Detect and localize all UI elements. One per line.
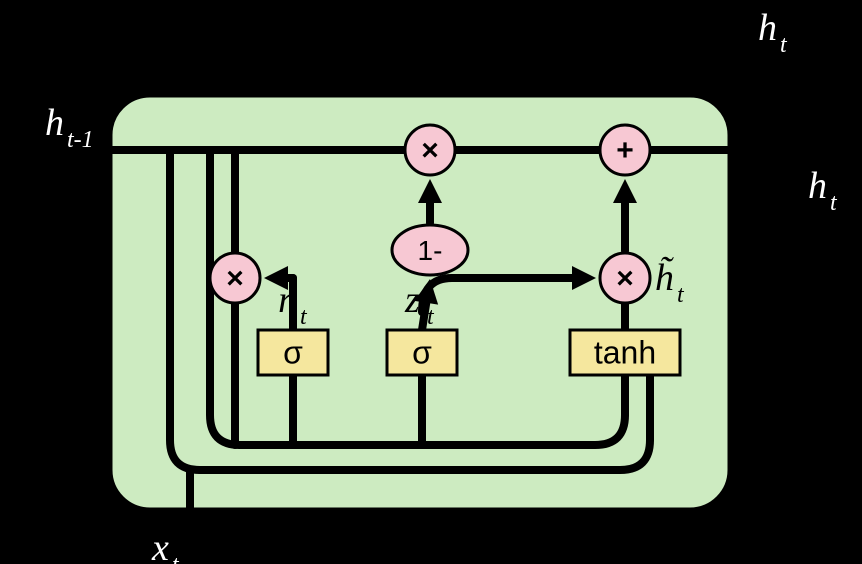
svg-text:×: × bbox=[226, 262, 244, 295]
sigma-1-box: σ bbox=[258, 330, 328, 375]
op-mult-z: × bbox=[405, 125, 455, 175]
svg-text:h: h bbox=[45, 102, 64, 144]
svg-text:h: h bbox=[758, 7, 777, 49]
svg-text:tanh: tanh bbox=[594, 335, 656, 371]
svg-text:h: h bbox=[808, 165, 827, 207]
svg-text:σ: σ bbox=[412, 335, 432, 371]
op-mult-r: × bbox=[210, 253, 260, 303]
svg-text:x: x bbox=[151, 527, 169, 564]
op-add: + bbox=[600, 125, 650, 175]
svg-text:z: z bbox=[404, 279, 420, 321]
svg-text:r: r bbox=[278, 279, 293, 321]
op-one-minus: 1- bbox=[392, 225, 468, 275]
sigma-2-box: σ bbox=[387, 330, 457, 375]
tanh-box: tanh bbox=[570, 330, 680, 375]
svg-text:×: × bbox=[421, 134, 439, 167]
svg-text:1-: 1- bbox=[418, 235, 443, 266]
op-mult-h: × bbox=[600, 253, 650, 303]
svg-text:×: × bbox=[616, 262, 634, 295]
svg-text:+: + bbox=[616, 134, 634, 167]
svg-text:h̃: h̃ bbox=[655, 256, 675, 299]
svg-text:σ: σ bbox=[283, 335, 303, 371]
svg-text:t-1: t-1 bbox=[67, 127, 94, 153]
